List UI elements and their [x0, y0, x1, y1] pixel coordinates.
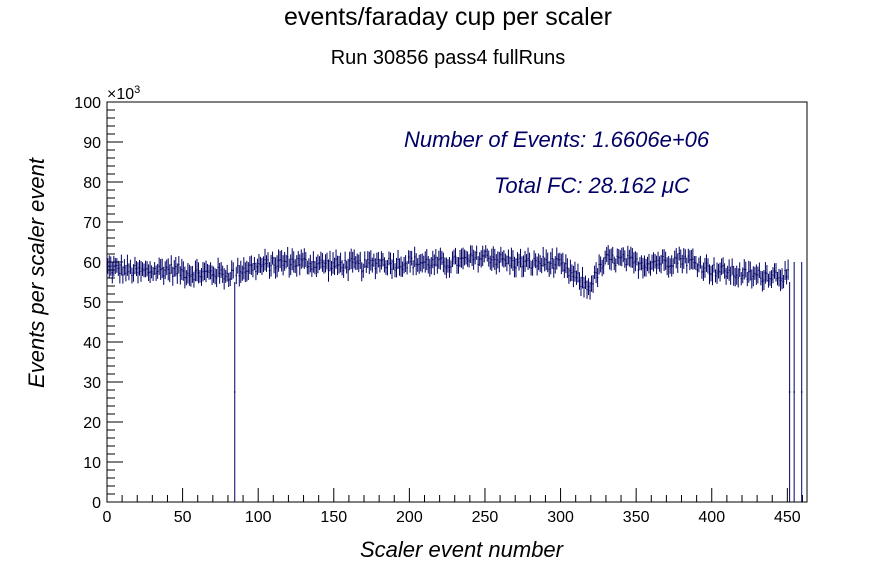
chart-title: events/faraday cup per scaler [284, 3, 612, 31]
x-tick-label: 400 [698, 509, 725, 526]
annotation-total-fc: Total FC: 28.162 μC [494, 173, 690, 198]
y-tick-label: 60 [83, 255, 101, 272]
y-multiplier-base: ×10 [107, 86, 135, 103]
chart-subtitle: Run 30856 pass4 fullRuns [330, 47, 566, 69]
x-axis-label: Scaler event number [360, 537, 563, 562]
x-tick-label: 100 [245, 509, 272, 526]
y-axis-label: Events per scaler event [24, 158, 49, 388]
y-tick-label: 0 [92, 495, 101, 512]
x-tick-label: 50 [174, 509, 192, 526]
y-multiplier-exponent: 3 [134, 84, 141, 96]
y-tick-label: 90 [83, 135, 101, 152]
x-tick-label: 300 [547, 509, 574, 526]
x-tick-label: 150 [320, 509, 347, 526]
y-tick-label: 40 [83, 335, 101, 352]
plot-frame [106, 101, 808, 503]
annotation-number-of-events: Number of Events: 1.6606e+06 [404, 127, 710, 152]
x-tick-label: 200 [396, 509, 423, 526]
x-tick-labels: 0 50 100 150 200 250 300 350 400 450 [103, 509, 801, 526]
y-tick-label: 80 [83, 175, 101, 192]
x-tick-label: 0 [103, 509, 112, 526]
data-series [107, 245, 803, 502]
y-tick-label: 100 [74, 95, 101, 112]
y-tick-label: 10 [83, 455, 101, 472]
x-tick-label: 350 [623, 509, 650, 526]
x-tick-label: 250 [472, 509, 499, 526]
axis-ticks [106, 101, 803, 503]
y-axis-multiplier: ×103 [107, 84, 140, 104]
y-tick-labels: 0 10 20 30 40 50 60 70 80 90 100 [74, 95, 101, 512]
y-tick-label: 20 [83, 415, 101, 432]
y-tick-label: 70 [83, 215, 101, 232]
x-tick-label: 450 [774, 509, 801, 526]
y-tick-label: 30 [83, 375, 101, 392]
y-tick-label: 50 [83, 295, 101, 312]
